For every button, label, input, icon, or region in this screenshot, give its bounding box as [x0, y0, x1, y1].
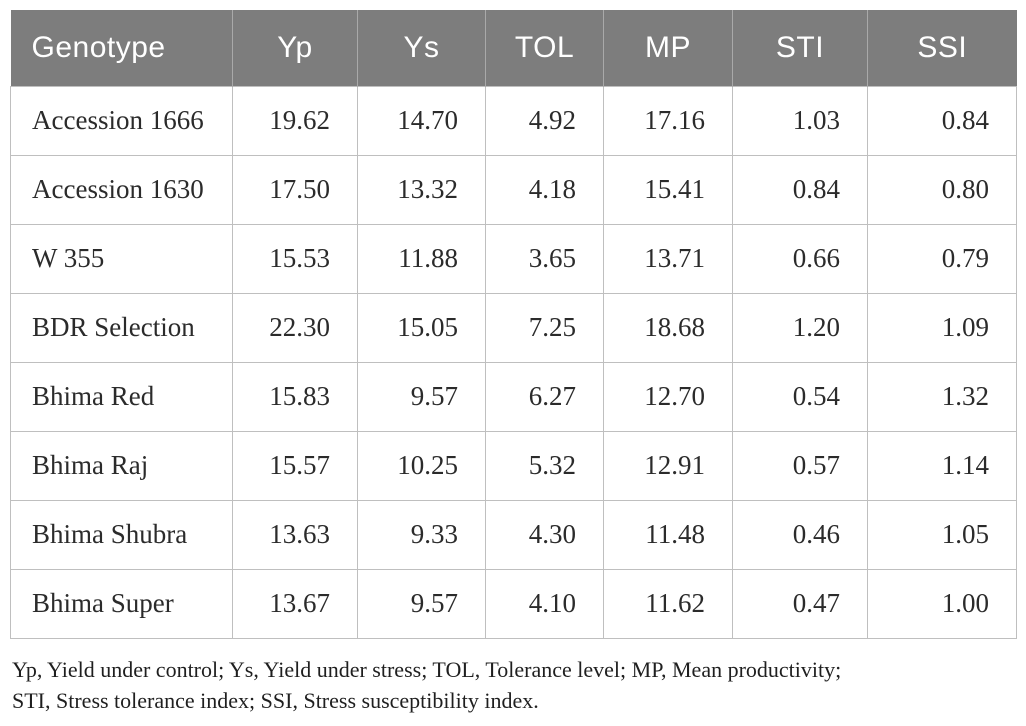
sti-cell: 0.84	[732, 154, 868, 225]
tol-cell: 4.10	[485, 568, 604, 639]
genotype-cell: W 355	[10, 223, 233, 294]
table-footnote: Yp, Yield under control; Ys, Yield under…	[12, 654, 1016, 716]
column-header-yp: Yp	[232, 10, 358, 86]
ys-cell: 9.57	[357, 361, 486, 432]
sti-cell: 1.20	[732, 292, 868, 363]
mp-cell: 11.48	[603, 499, 733, 570]
table-row: Bhima Raj 15.57 10.25 5.32 12.91 0.57 1.…	[10, 430, 1017, 501]
tol-cell: 4.18	[485, 154, 604, 225]
ssi-cell: 0.84	[867, 85, 1017, 156]
mp-cell: 15.41	[603, 154, 733, 225]
yp-cell: 15.57	[232, 430, 358, 501]
tol-cell: 7.25	[485, 292, 604, 363]
ys-cell: 13.32	[357, 154, 486, 225]
column-header-sti: STI	[732, 10, 868, 86]
mp-cell: 12.91	[603, 430, 733, 501]
footnote-line-2: STI, Stress tolerance index; SSI, Stress…	[12, 687, 539, 713]
yp-cell: 13.67	[232, 568, 358, 639]
genotype-cell: Accession 1666	[10, 85, 233, 156]
ssi-cell: 1.09	[867, 292, 1017, 363]
footnote-line-1: Yp, Yield under control; Ys, Yield under…	[12, 656, 842, 682]
column-header-ys: Ys	[357, 10, 486, 86]
yp-cell: 19.62	[232, 85, 358, 156]
yp-cell: 15.83	[232, 361, 358, 432]
column-header-mp: MP	[603, 10, 733, 86]
ys-cell: 11.88	[357, 223, 486, 294]
drought-indices-table: Genotype Yp Ys TOL MP STI SSI Accession …	[10, 10, 1017, 639]
table-row: BDR Selection 22.30 15.05 7.25 18.68 1.2…	[10, 292, 1017, 363]
ssi-cell: 0.80	[867, 154, 1017, 225]
ys-cell: 14.70	[357, 85, 486, 156]
tol-cell: 5.32	[485, 430, 604, 501]
genotype-cell: Bhima Red	[10, 361, 233, 432]
mp-cell: 12.70	[603, 361, 733, 432]
ssi-cell: 1.32	[867, 361, 1017, 432]
yp-cell: 15.53	[232, 223, 358, 294]
sti-cell: 0.66	[732, 223, 868, 294]
sti-cell: 0.47	[732, 568, 868, 639]
column-header-ssi: SSI	[867, 10, 1017, 86]
mp-cell: 18.68	[603, 292, 733, 363]
mp-cell: 11.62	[603, 568, 733, 639]
mp-cell: 13.71	[603, 223, 733, 294]
genotype-cell: Bhima Raj	[10, 430, 233, 501]
table-row: Bhima Super 13.67 9.57 4.10 11.62 0.47 1…	[10, 568, 1017, 639]
genotype-cell: BDR Selection	[10, 292, 233, 363]
ssi-cell: 1.14	[867, 430, 1017, 501]
sti-cell: 1.03	[732, 85, 868, 156]
sti-cell: 0.54	[732, 361, 868, 432]
mp-cell: 17.16	[603, 85, 733, 156]
yp-cell: 22.30	[232, 292, 358, 363]
tol-cell: 3.65	[485, 223, 604, 294]
tol-cell: 4.30	[485, 499, 604, 570]
ys-cell: 9.33	[357, 499, 486, 570]
genotype-cell: Accession 1630	[10, 154, 233, 225]
table-row: Bhima Shubra 13.63 9.33 4.30 11.48 0.46 …	[10, 499, 1017, 570]
ssi-cell: 1.05	[867, 499, 1017, 570]
ssi-cell: 0.79	[867, 223, 1017, 294]
genotype-cell: Bhima Super	[10, 568, 233, 639]
table-row: Accession 1630 17.50 13.32 4.18 15.41 0.…	[10, 154, 1017, 225]
ssi-cell: 1.00	[867, 568, 1017, 639]
yp-cell: 17.50	[232, 154, 358, 225]
genotype-cell: Bhima Shubra	[10, 499, 233, 570]
table-row: Bhima Red 15.83 9.57 6.27 12.70 0.54 1.3…	[10, 361, 1017, 432]
table-row: W 355 15.53 11.88 3.65 13.71 0.66 0.79	[10, 223, 1017, 294]
ys-cell: 10.25	[357, 430, 486, 501]
yp-cell: 13.63	[232, 499, 358, 570]
tol-cell: 4.92	[485, 85, 604, 156]
paper-table-page: Genotype Yp Ys TOL MP STI SSI Accession …	[0, 10, 1026, 726]
ys-cell: 15.05	[357, 292, 486, 363]
column-header-genotype: Genotype	[10, 10, 233, 86]
sti-cell: 0.57	[732, 430, 868, 501]
tol-cell: 6.27	[485, 361, 604, 432]
sti-cell: 0.46	[732, 499, 868, 570]
column-header-tol: TOL	[485, 10, 604, 86]
table-header-row: Genotype Yp Ys TOL MP STI SSI	[10, 10, 1017, 86]
table-row: Accession 1666 19.62 14.70 4.92 17.16 1.…	[10, 85, 1017, 156]
ys-cell: 9.57	[357, 568, 486, 639]
